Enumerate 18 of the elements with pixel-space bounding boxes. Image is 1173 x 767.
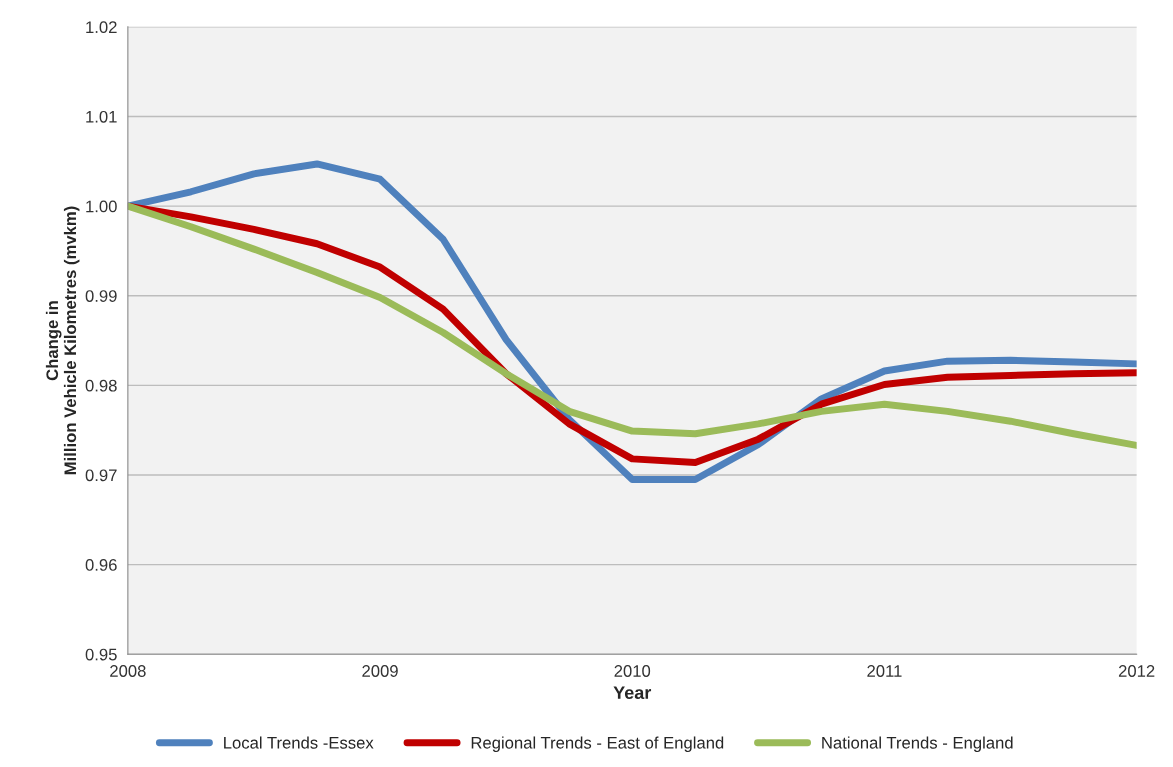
legend-label: Regional Trends - East of England	[471, 736, 724, 752]
x-tick-label: 2010	[614, 665, 651, 677]
x-tick-label: 2011	[867, 665, 902, 677]
legend-label: Local Trends -Essex	[224, 736, 374, 749]
y-tick-label: 0.95	[85, 648, 117, 661]
y-tick-label: 1.02	[86, 21, 117, 34]
y-tick-label: 1.00	[86, 200, 117, 213]
y-axis-title: Change in Million Vehicle Kilometres (mvkm)	[45, 206, 80, 475]
y-tick-label: 0.99	[85, 290, 117, 302]
y-tick-label: 0.97	[85, 469, 117, 482]
x-axis-title: Year	[613, 686, 652, 700]
y-tick-label: 0.96	[85, 559, 117, 571]
x-tick-label: 2009	[362, 665, 398, 677]
y-tick-label: 1.01	[86, 110, 117, 123]
x-tick-label: 2008	[110, 665, 146, 677]
legend-label: National Trends - England	[822, 736, 1013, 752]
x-tick-label: 2012	[1118, 665, 1155, 677]
y-tick-label: 0.98	[85, 379, 117, 392]
